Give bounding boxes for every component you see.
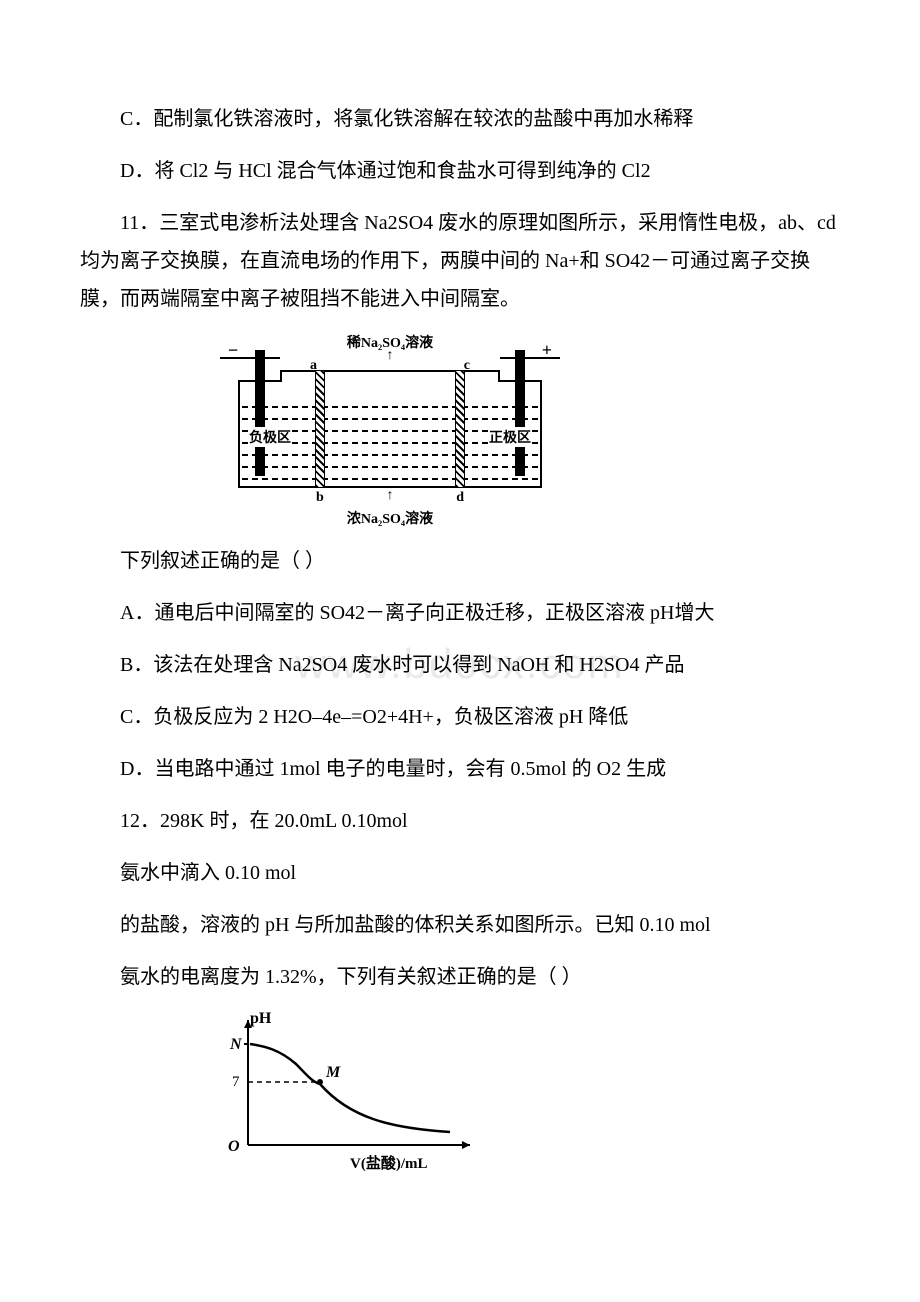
wire-left — [220, 357, 280, 359]
figure-electrodialysis: 稀Na₂SO₄溶液 ↑ − + 负极区 正极区 a c b d ↑ 浓Na₂SO… — [220, 332, 840, 532]
membrane-ab — [315, 370, 325, 488]
ph-curve-svg — [220, 1010, 500, 1180]
solution-dash-line — [242, 406, 538, 408]
q11-option-d: D．当电路中通过 1mol 电子的电量时，会有 0.5mol 的 O2 生成 — [80, 750, 840, 788]
q12-line3: 的盐酸，溶液的 pH 与所加盐酸的体积关系如图所示。已知 0.10 mol — [80, 906, 840, 944]
diagram-ph-curve: pH N 7 O M V(盐酸)/mL — [220, 1010, 500, 1180]
up-arrow-icon: ↑ — [387, 348, 394, 364]
document-body: C．配制氯化铁溶液时，将氯化铁溶解在较浓的盐酸中再加水稀释 D．将 Cl2 与 … — [80, 100, 840, 1180]
titration-curve — [250, 1044, 450, 1132]
q12-line2: 氨水中滴入 0.10 mol — [80, 854, 840, 892]
diagram-electrodialysis: 稀Na₂SO₄溶液 ↑ − + 负极区 正极区 a c b d ↑ 浓Na₂SO… — [220, 332, 560, 532]
solution-dash-line — [242, 466, 538, 468]
q12-line1: 12．298K 时，在 20.0mL 0.10mol — [80, 802, 840, 840]
positive-electrode — [515, 350, 525, 476]
q11-option-b: B．该法在处理含 Na2SO4 废水时可以得到 NaOH 和 H2SO4 产品 — [80, 646, 840, 684]
negative-electrode — [255, 350, 265, 476]
solution-dash-line — [242, 418, 538, 420]
label-b: b — [316, 490, 324, 506]
pos-region-label: 正极区 — [488, 427, 532, 447]
q11-option-c: C．负极反应为 2 H2O–4e–=O2+4H+，负极区溶液 pH 降低 — [80, 698, 840, 736]
neg-region-label: 负极区 — [248, 427, 292, 447]
label-d: d — [456, 490, 464, 506]
membrane-cd — [455, 370, 465, 488]
q12-line4: 氨水的电离度为 1.32%，下列有关叙述正确的是（ ） — [80, 958, 840, 996]
option-c-text: C．配制氯化铁溶液时，将氯化铁溶解在较浓的盐酸中再加水稀释 — [80, 100, 840, 138]
concentrated-label: 浓Na₂SO₄溶液 — [347, 508, 433, 528]
label-c: c — [464, 358, 470, 374]
label-a: a — [310, 358, 317, 374]
q11-question: 下列叙述正确的是（ ） — [80, 542, 840, 580]
down-arrow-icon: ↑ — [387, 488, 394, 504]
q11-option-a: A．通电后中间隔室的 SO42－离子向正极迁移，正极区溶液 pH增大 — [80, 594, 840, 632]
q11-stem: 11．三室式电渗析法处理含 Na2SO4 废水的原理如图所示，采用惰性电极，ab… — [80, 204, 840, 318]
figure-ph-curve: pH N 7 O M V(盐酸)/mL — [220, 1010, 840, 1180]
x-axis-arrow-icon — [462, 1141, 470, 1149]
solution-dash-line — [242, 454, 538, 456]
wire-right — [500, 357, 560, 359]
y-axis-arrow-icon — [244, 1020, 252, 1028]
solution-dash-line — [242, 478, 538, 480]
option-d-text: D．将 Cl2 与 HCl 混合气体通过饱和食盐水可得到纯净的 Cl2 — [80, 152, 840, 190]
